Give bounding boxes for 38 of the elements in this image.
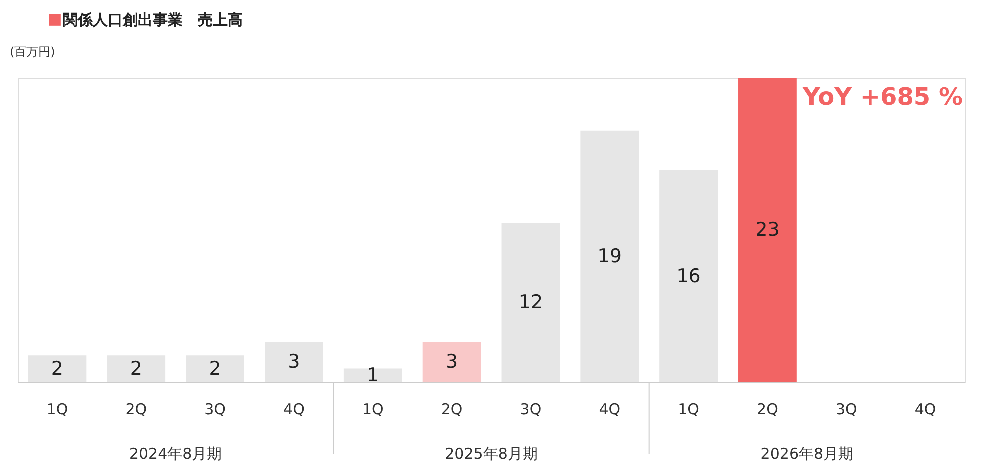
bar <box>107 356 166 382</box>
data-label: 16 <box>676 265 701 288</box>
data-label: 23 <box>756 219 780 241</box>
text: 2025年8月期 <box>445 445 538 463</box>
x-tick-label: 1Q <box>678 400 700 418</box>
bar <box>502 223 560 382</box>
bar <box>660 170 718 382</box>
legend-label: 関係人口創出事業 売上高 <box>63 11 243 29</box>
data-label: 3 <box>446 351 458 374</box>
x-tick-label: 2Q <box>126 400 148 418</box>
bar <box>28 356 87 382</box>
x-tick-label: 4Q <box>914 400 936 418</box>
x-tick-label: 3Q <box>836 400 858 418</box>
x-tick-label: 1Q <box>362 400 384 418</box>
x-tick-label: 3Q <box>520 400 542 418</box>
x-tick-label: 3Q <box>204 400 226 418</box>
bar <box>422 342 482 382</box>
bar <box>344 368 402 382</box>
x-tick-label: 2Q <box>757 400 778 418</box>
data-label: 2 <box>130 358 142 380</box>
data-label: 2 <box>209 358 222 380</box>
x-tick-label: 2Q <box>441 400 463 418</box>
annotation: YoY +685 % <box>802 83 963 111</box>
bar <box>186 356 244 382</box>
text: 2026年8月期 <box>760 445 854 463</box>
x-tick-label: 4Q <box>284 400 305 418</box>
y-axis-title: (百万円) <box>10 45 56 59</box>
x-tick-label: 4Q <box>599 400 621 418</box>
bar <box>580 130 640 382</box>
data-label: 3 <box>288 351 300 374</box>
data-label: 12 <box>518 292 544 314</box>
data-label: 19 <box>598 245 622 268</box>
text: 2024年8月期 <box>129 445 222 463</box>
data-label: 1 <box>367 364 380 386</box>
bar <box>738 78 797 382</box>
x-tick-label: 1Q <box>46 400 68 418</box>
bar <box>265 342 324 382</box>
data-label: 2 <box>51 358 64 380</box>
